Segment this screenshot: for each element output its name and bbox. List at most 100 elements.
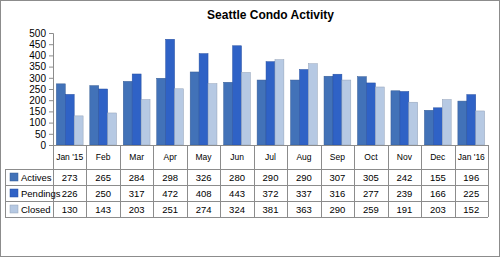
table-value: 443 bbox=[229, 188, 245, 199]
table-value: 203 bbox=[129, 204, 145, 215]
table-line bbox=[5, 169, 488, 170]
bar bbox=[74, 116, 83, 145]
table-line bbox=[5, 201, 488, 202]
table-line bbox=[5, 217, 488, 218]
y-axis: 050100150200250300350400450500 bbox=[29, 28, 53, 151]
table-value: 316 bbox=[329, 188, 345, 199]
legend-key bbox=[10, 205, 18, 213]
category-label: Sep bbox=[330, 152, 345, 162]
table-value: 225 bbox=[463, 188, 479, 199]
bar bbox=[123, 81, 132, 145]
tick: 450 bbox=[29, 39, 53, 50]
tick-mark bbox=[49, 111, 53, 112]
bar bbox=[358, 77, 367, 145]
table-value: 290 bbox=[296, 172, 312, 183]
table-value: 290 bbox=[263, 172, 279, 183]
tick: 150 bbox=[29, 106, 53, 117]
tick-label: 200 bbox=[29, 95, 46, 106]
title: Seattle Condo Activity bbox=[207, 8, 334, 22]
bar bbox=[157, 78, 166, 145]
bar bbox=[90, 86, 99, 145]
table-value: 324 bbox=[229, 204, 245, 215]
table-value: 372 bbox=[263, 188, 279, 199]
tick: 400 bbox=[29, 50, 53, 61]
bar bbox=[458, 101, 467, 145]
tick-mark bbox=[49, 33, 53, 34]
bar bbox=[308, 64, 317, 145]
table-value: 363 bbox=[296, 204, 312, 215]
table-value: 242 bbox=[396, 172, 412, 183]
bar bbox=[132, 74, 141, 145]
category-label: Jan '16 bbox=[458, 152, 485, 162]
bar bbox=[224, 82, 233, 145]
bar bbox=[233, 46, 242, 145]
bar bbox=[166, 39, 175, 145]
table-line bbox=[455, 145, 456, 217]
tick: 0 bbox=[40, 140, 53, 151]
chart: Seattle Condo Activity050100150200250300… bbox=[0, 0, 500, 257]
table-value: 166 bbox=[430, 188, 446, 199]
category-label: Nov bbox=[397, 152, 413, 162]
tick: 500 bbox=[29, 28, 53, 39]
bars bbox=[56, 39, 484, 145]
axis-line bbox=[49, 34, 54, 146]
table-value: 274 bbox=[196, 204, 212, 215]
legend-label: Pendings bbox=[21, 188, 61, 199]
bar bbox=[99, 89, 108, 145]
bar bbox=[108, 113, 117, 145]
bar bbox=[391, 91, 400, 145]
tick-label: 500 bbox=[29, 28, 46, 39]
category-label: Dec bbox=[430, 152, 446, 162]
bar bbox=[266, 62, 275, 145]
table-value: 155 bbox=[430, 172, 446, 183]
bar bbox=[56, 84, 65, 145]
bar bbox=[324, 76, 333, 145]
table-line bbox=[5, 185, 488, 186]
table-value: 317 bbox=[129, 188, 145, 199]
table-line bbox=[86, 145, 87, 217]
tick-mark bbox=[49, 145, 53, 146]
table-line bbox=[220, 145, 221, 217]
table-line bbox=[5, 169, 6, 217]
bar bbox=[467, 95, 476, 145]
bar bbox=[190, 72, 199, 145]
tick-mark bbox=[49, 100, 53, 101]
tick-label: 350 bbox=[29, 61, 46, 72]
tick: 100 bbox=[29, 117, 53, 128]
table-value: 284 bbox=[129, 172, 145, 183]
table-line bbox=[321, 145, 322, 217]
table-value: 277 bbox=[363, 188, 379, 199]
table-line bbox=[53, 145, 488, 146]
table-value: 381 bbox=[263, 204, 279, 215]
bar bbox=[199, 54, 208, 145]
table-value: 251 bbox=[162, 204, 178, 215]
bar bbox=[442, 100, 451, 145]
category-label: May bbox=[196, 152, 213, 162]
table-line bbox=[153, 145, 154, 217]
table-line bbox=[287, 145, 288, 217]
bar bbox=[476, 111, 485, 145]
category-label: Aug bbox=[296, 152, 311, 162]
table-value: 226 bbox=[62, 188, 78, 199]
legend-key bbox=[10, 189, 18, 197]
bar bbox=[424, 110, 433, 145]
category-label: Jun bbox=[230, 152, 244, 162]
tick-mark bbox=[49, 78, 53, 79]
tick: 350 bbox=[29, 61, 53, 72]
bar bbox=[342, 80, 351, 145]
bar bbox=[375, 87, 384, 145]
bar bbox=[366, 83, 375, 145]
table-line bbox=[388, 145, 389, 217]
table-value: 472 bbox=[162, 188, 178, 199]
bar bbox=[291, 80, 300, 145]
chart-border bbox=[1, 1, 500, 257]
tick: 250 bbox=[29, 84, 53, 95]
table-value: 298 bbox=[162, 172, 178, 183]
tick: 300 bbox=[29, 73, 53, 84]
tick-mark bbox=[49, 55, 53, 56]
tick-label: 450 bbox=[29, 39, 46, 50]
tick-label: 250 bbox=[29, 84, 46, 95]
tick-mark bbox=[49, 44, 53, 45]
table-line bbox=[254, 145, 255, 217]
bar bbox=[400, 91, 409, 145]
